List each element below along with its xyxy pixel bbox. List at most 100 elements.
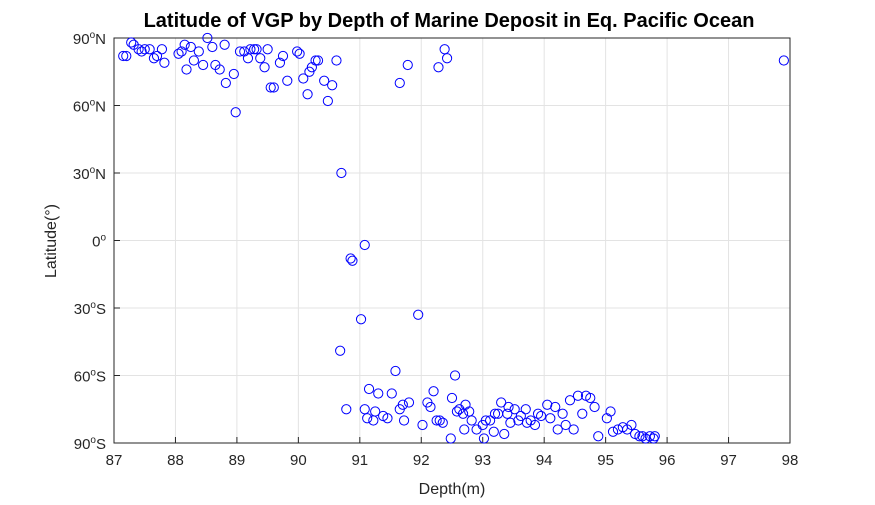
data-point xyxy=(386,388,397,399)
data-point xyxy=(637,431,648,442)
data-point xyxy=(294,48,305,59)
data-point xyxy=(480,415,491,426)
data-point xyxy=(355,314,367,325)
data-point xyxy=(151,50,163,62)
x-axis-label: Depth(m) xyxy=(419,481,486,498)
data-point xyxy=(428,386,439,397)
x-tick-label: 93 xyxy=(474,452,491,469)
data-point xyxy=(601,413,612,424)
data-point xyxy=(502,408,513,419)
data-point xyxy=(245,44,256,55)
data-point xyxy=(228,68,239,80)
data-point xyxy=(176,46,187,57)
data-point xyxy=(434,415,445,426)
data-point xyxy=(398,415,410,426)
data-point xyxy=(417,419,428,431)
x-tick-label: 90 xyxy=(290,452,307,469)
data-point xyxy=(550,401,561,413)
data-point xyxy=(139,44,150,55)
data-point xyxy=(532,408,544,419)
data-point xyxy=(488,426,499,437)
data-point xyxy=(459,424,470,435)
x-tick-label: 94 xyxy=(536,452,553,469)
data-point xyxy=(449,370,461,381)
data-point xyxy=(327,80,338,91)
data-point xyxy=(471,424,482,435)
y-tick-label: 60oN xyxy=(73,98,106,116)
data-point xyxy=(345,253,356,264)
data-point xyxy=(185,41,196,53)
data-point xyxy=(277,50,289,62)
data-point xyxy=(259,62,270,73)
data-point xyxy=(118,50,129,62)
data-point xyxy=(312,55,324,66)
data-point xyxy=(234,46,246,57)
data-point xyxy=(464,406,475,417)
data-point xyxy=(335,345,346,356)
data-point xyxy=(159,57,170,68)
data-point xyxy=(505,417,516,428)
data-point xyxy=(133,44,144,55)
data-point xyxy=(441,53,453,64)
data-point xyxy=(220,77,231,89)
data-point xyxy=(605,406,616,417)
data-point xyxy=(239,46,250,57)
data-point xyxy=(359,239,370,251)
data-point xyxy=(255,53,266,64)
data-point xyxy=(425,401,436,413)
data-point xyxy=(545,413,556,424)
x-tick-label: 95 xyxy=(597,452,614,469)
data-point xyxy=(485,415,496,426)
data-point xyxy=(368,415,379,426)
data-point xyxy=(144,44,155,55)
data-point xyxy=(359,404,370,415)
data-point xyxy=(577,408,588,419)
x-tick-label: 98 xyxy=(782,452,799,469)
x-tick-label: 92 xyxy=(413,452,430,469)
data-point xyxy=(362,413,373,424)
data-point xyxy=(439,44,450,55)
data-point xyxy=(520,404,531,415)
data-point xyxy=(648,433,659,444)
data-point xyxy=(542,399,553,410)
data-point xyxy=(496,397,507,408)
data-point xyxy=(207,41,218,53)
data-point xyxy=(478,433,490,444)
x-tick-label: 88 xyxy=(167,452,184,469)
data-point xyxy=(634,431,645,442)
data-point xyxy=(585,392,596,404)
data-point xyxy=(778,55,789,66)
data-point xyxy=(437,417,448,428)
data-point xyxy=(560,419,571,431)
x-tick-label: 96 xyxy=(659,452,676,469)
data-point xyxy=(390,365,401,377)
data-point xyxy=(341,404,352,415)
data-point xyxy=(173,48,184,59)
data-point xyxy=(306,62,317,73)
data-point xyxy=(403,397,415,408)
data-point xyxy=(242,53,254,64)
data-point xyxy=(268,82,279,93)
data-point xyxy=(181,64,192,75)
ticks: 87 88 89 90 91 92 93 94 95 96 97 98 90oN 60oN 30oN 0o 30… xyxy=(73,30,798,469)
data-point xyxy=(202,32,213,44)
data-point xyxy=(503,401,514,413)
data-point xyxy=(413,309,424,320)
data-point xyxy=(445,433,456,444)
data-point xyxy=(319,75,330,86)
y-tick-label: 30oS xyxy=(74,300,106,318)
data-point xyxy=(568,424,579,435)
x-tick-label: 89 xyxy=(229,452,246,469)
data-point xyxy=(515,410,526,422)
data-point xyxy=(214,64,225,75)
grid xyxy=(113,37,791,444)
data-point xyxy=(302,89,313,100)
data-point xyxy=(593,431,604,442)
data-points xyxy=(118,32,789,444)
y-tick-label: 30oN xyxy=(73,165,106,183)
y-axis-label: Latitude(°) xyxy=(43,204,60,278)
data-point xyxy=(451,406,463,417)
data-point xyxy=(179,39,190,50)
